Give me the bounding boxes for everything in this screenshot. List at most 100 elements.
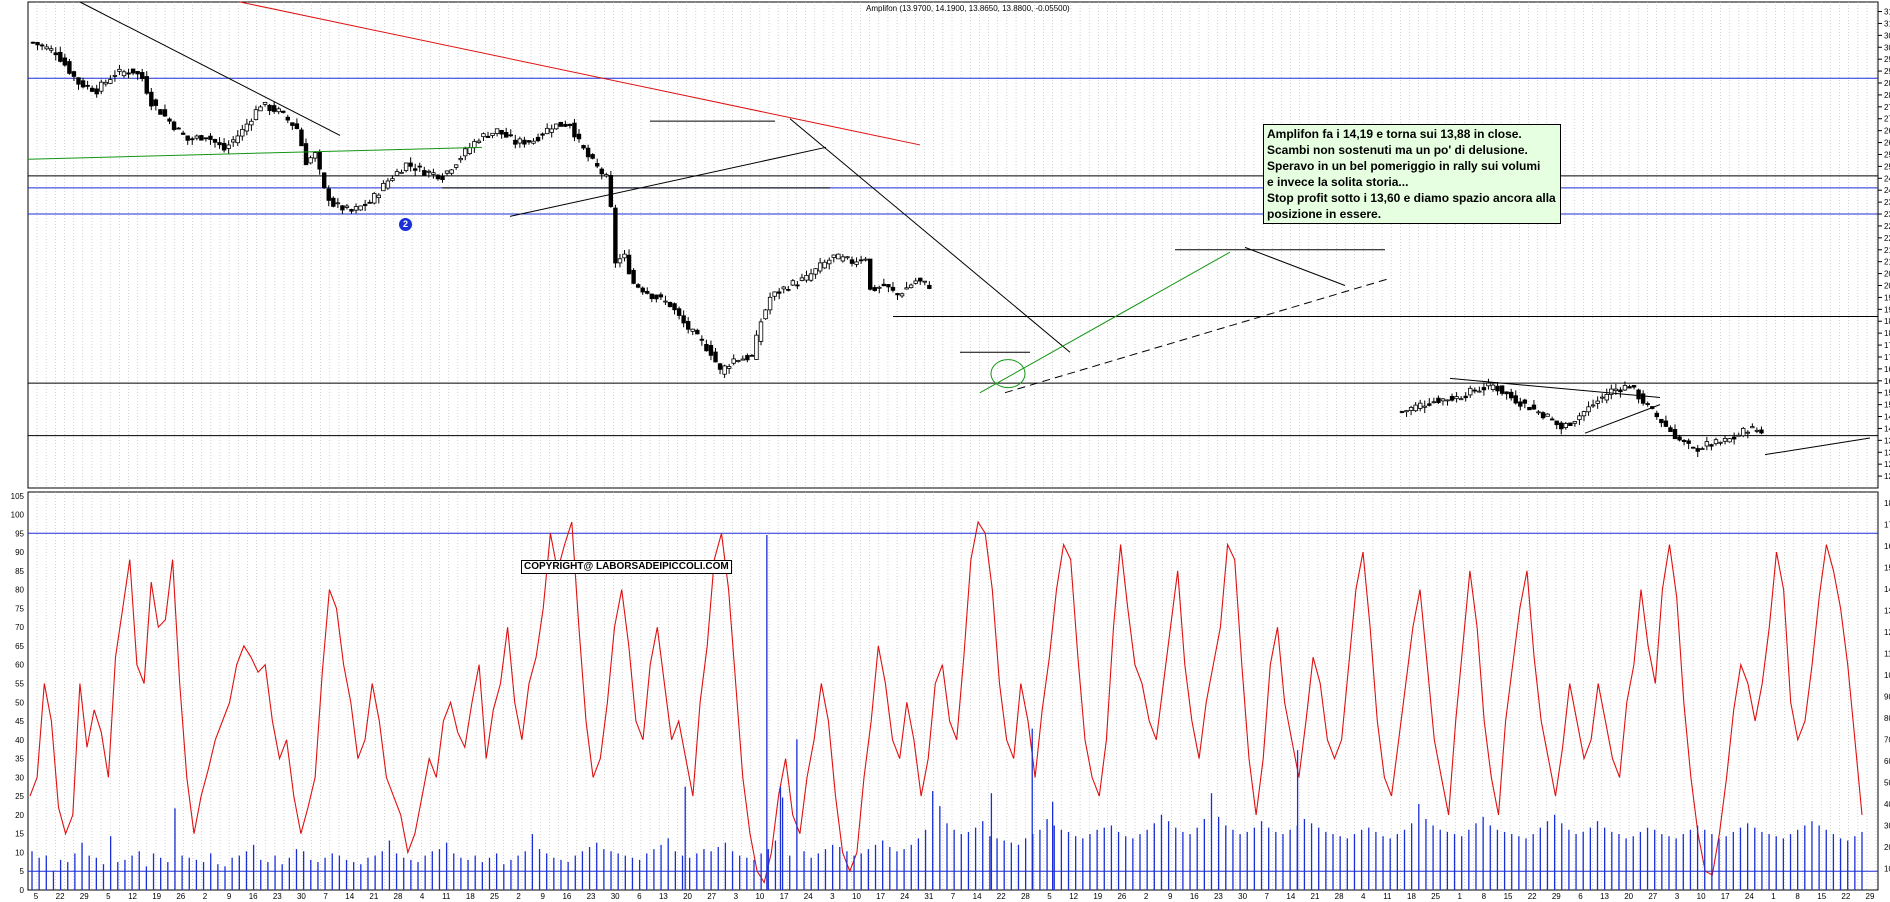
price-tick-label: 15.0	[1884, 401, 1890, 410]
date-tick-label: 7	[951, 892, 956, 901]
price-tick-label: 20.0	[1884, 282, 1890, 291]
candle-body	[1640, 393, 1646, 404]
candle-body	[221, 142, 227, 151]
date-tick-label: 4	[1361, 892, 1366, 901]
candle-body	[240, 128, 245, 137]
candle-body	[754, 334, 759, 360]
candle-body	[772, 291, 777, 297]
candle-body	[408, 162, 413, 167]
candle-body	[1413, 404, 1418, 412]
price-tick-label: 18.5	[1884, 317, 1890, 326]
candle-body	[62, 57, 68, 66]
date-tick-label: 9	[541, 892, 546, 901]
candle-body	[877, 286, 882, 289]
candle-body	[1718, 441, 1723, 444]
price-tick-label: 26.0	[1884, 139, 1890, 148]
volume-tick-label: 3000	[1884, 821, 1890, 830]
candle-body	[1481, 387, 1487, 391]
candle-body	[749, 354, 755, 357]
candle-body	[567, 123, 573, 126]
candle-body	[317, 151, 322, 170]
candle-body	[203, 137, 209, 140]
price-tick-label: 16.0	[1884, 377, 1890, 386]
date-tick-label: 24	[1745, 892, 1754, 901]
candle-body	[1709, 444, 1714, 447]
oscillator-tick-label: 10	[15, 848, 24, 857]
candle-body	[485, 135, 491, 138]
candle-body	[1627, 386, 1632, 389]
date-tick-label: 6	[637, 892, 642, 901]
volume-tick-label: 13000	[1884, 606, 1890, 615]
analysis-note: Amplifon fa i 14,19 e torna sui 13,88 in…	[1263, 124, 1561, 224]
candle-body	[1659, 418, 1664, 424]
date-tick-label: 28	[1335, 892, 1344, 901]
price-tick-label: 12.0	[1884, 472, 1890, 481]
date-tick-label: 23	[587, 892, 596, 901]
date-tick-label: 25	[1431, 892, 1440, 901]
candle-body	[194, 135, 199, 139]
candle-body	[745, 355, 750, 361]
candle-body	[604, 174, 609, 177]
date-tick-label: 22	[56, 892, 65, 901]
candle-body	[808, 273, 814, 281]
note-line: Stop profit sotto i 13,60 e diamo spazio…	[1267, 191, 1556, 205]
date-tick-label: 26	[176, 892, 185, 901]
candle-body	[481, 133, 486, 138]
candle-body	[80, 80, 86, 88]
candle-body	[435, 174, 441, 180]
candle-body	[326, 188, 331, 201]
candle-body	[1449, 395, 1455, 401]
candle-body	[321, 172, 327, 189]
candle-body	[67, 61, 72, 74]
date-tick-label: 2	[516, 892, 521, 901]
candle-body	[1490, 384, 1496, 390]
candle-body	[890, 286, 896, 291]
candle-body	[858, 259, 864, 262]
candle-body	[285, 116, 290, 121]
candle-body	[117, 68, 122, 72]
candle-body	[171, 121, 177, 130]
candle-body	[581, 145, 586, 149]
highlight-circle	[990, 359, 1026, 389]
candle-body	[39, 44, 45, 47]
candle-body	[1577, 415, 1582, 421]
candle-body	[513, 139, 518, 145]
candle-body	[1445, 399, 1450, 402]
date-tick-label: 1	[1458, 892, 1463, 901]
oscillator-tick-label: 25	[15, 792, 24, 801]
candle-body	[554, 123, 559, 130]
candle-body	[1572, 421, 1578, 424]
candle-body	[249, 120, 254, 126]
candle-body	[399, 171, 404, 174]
candle-body	[1727, 438, 1732, 443]
candle-body	[294, 123, 300, 130]
date-tick-label: 23	[273, 892, 282, 901]
candle-body	[622, 253, 627, 259]
candle-body	[817, 262, 823, 272]
date-tick-label: 19	[152, 892, 161, 901]
trendline-down	[79, 1, 341, 136]
date-tick-label: 30	[1238, 892, 1247, 901]
candle-body	[790, 280, 796, 286]
oscillator-tick-label: 100	[11, 511, 25, 520]
triangle-lower	[1584, 404, 1661, 434]
candle-body	[162, 109, 168, 117]
candle-body	[1654, 412, 1659, 418]
oscillator-tick-label: 35	[15, 755, 24, 764]
candle-body	[244, 123, 250, 132]
candle-body	[899, 293, 905, 297]
date-tick-label: 28	[394, 892, 403, 901]
date-tick-label: 4	[420, 892, 425, 901]
candle-body	[526, 140, 532, 143]
note-line: Amplifon fa i 14,19 e torna sui 13,88 in…	[1267, 127, 1522, 141]
date-tick-label: 16	[562, 892, 571, 901]
candle-body	[1668, 427, 1673, 433]
price-tick-label: 31.0	[1884, 19, 1890, 28]
candle-body	[663, 300, 668, 303]
candle-body	[126, 72, 131, 75]
candle-body	[30, 41, 36, 44]
price-tick-label: 17.5	[1884, 341, 1890, 350]
candle-body	[349, 209, 354, 212]
candle-body	[686, 320, 691, 330]
candle-body	[658, 294, 664, 298]
